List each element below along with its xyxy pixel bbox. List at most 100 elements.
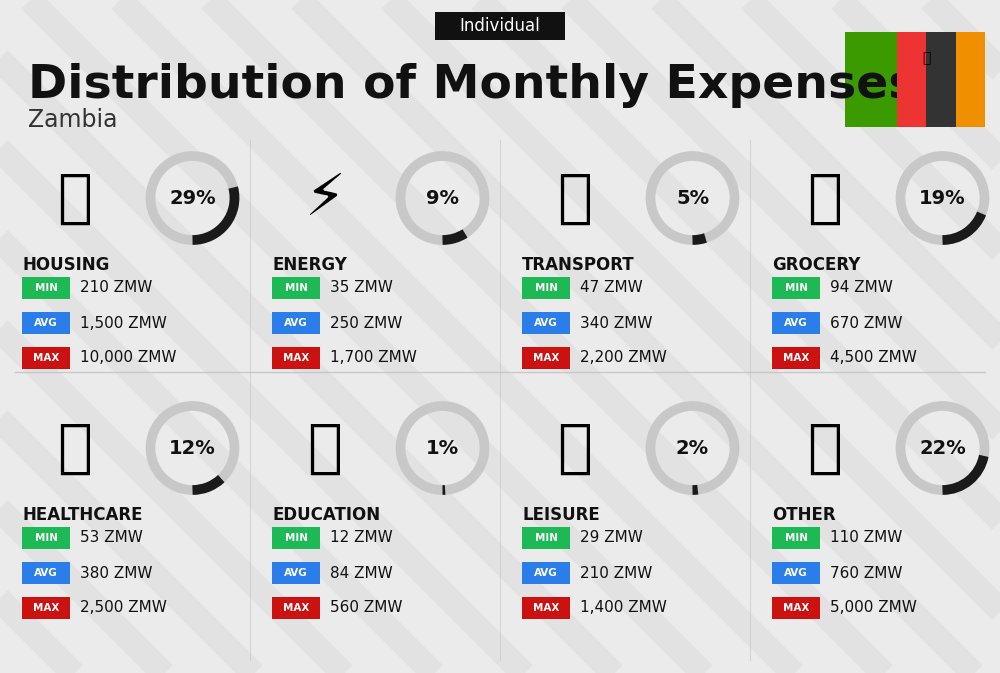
Bar xyxy=(22,527,70,549)
Text: 10,000 ZMW: 10,000 ZMW xyxy=(80,351,176,365)
Text: MIN: MIN xyxy=(784,533,808,543)
Text: MAX: MAX xyxy=(283,353,309,363)
Text: AVG: AVG xyxy=(284,568,308,578)
Text: 1,500 ZMW: 1,500 ZMW xyxy=(80,316,167,330)
Text: MIN: MIN xyxy=(34,533,58,543)
Bar xyxy=(522,312,570,334)
Text: AVG: AVG xyxy=(784,318,808,328)
Bar xyxy=(435,12,565,40)
Bar xyxy=(272,562,320,584)
Text: 210 ZMW: 210 ZMW xyxy=(80,281,152,295)
Text: MAX: MAX xyxy=(533,603,559,613)
Bar xyxy=(522,527,570,549)
Bar xyxy=(897,32,926,127)
Text: 5,000 ZMW: 5,000 ZMW xyxy=(830,600,917,616)
Text: 380 ZMW: 380 ZMW xyxy=(80,565,152,581)
Text: EDUCATION: EDUCATION xyxy=(272,506,380,524)
Text: LEISURE: LEISURE xyxy=(522,506,600,524)
Text: OTHER: OTHER xyxy=(772,506,836,524)
Text: Distribution of Monthly Expenses: Distribution of Monthly Expenses xyxy=(28,63,916,108)
Bar xyxy=(772,347,820,369)
Bar xyxy=(772,527,820,549)
Text: 1,400 ZMW: 1,400 ZMW xyxy=(580,600,667,616)
Text: MIN: MIN xyxy=(285,533,308,543)
Bar xyxy=(956,32,985,127)
Text: MAX: MAX xyxy=(33,353,59,363)
Text: MIN: MIN xyxy=(34,283,58,293)
Text: AVG: AVG xyxy=(284,318,308,328)
Text: 🛒: 🛒 xyxy=(808,170,842,227)
Text: 1,700 ZMW: 1,700 ZMW xyxy=(330,351,417,365)
Text: 670 ZMW: 670 ZMW xyxy=(830,316,902,330)
Text: MAX: MAX xyxy=(783,603,809,613)
Bar xyxy=(22,347,70,369)
Text: 4,500 ZMW: 4,500 ZMW xyxy=(830,351,917,365)
Text: 29%: 29% xyxy=(169,188,216,207)
Bar xyxy=(272,527,320,549)
Text: 👛: 👛 xyxy=(808,419,842,476)
Bar xyxy=(272,597,320,619)
Text: MAX: MAX xyxy=(33,603,59,613)
Text: 340 ZMW: 340 ZMW xyxy=(580,316,652,330)
Bar xyxy=(272,312,320,334)
Text: MIN: MIN xyxy=(534,283,558,293)
Text: AVG: AVG xyxy=(784,568,808,578)
Text: MAX: MAX xyxy=(283,603,309,613)
Text: AVG: AVG xyxy=(534,568,558,578)
Text: 12 ZMW: 12 ZMW xyxy=(330,530,393,546)
Bar xyxy=(926,32,956,127)
Text: 210 ZMW: 210 ZMW xyxy=(580,565,652,581)
Bar xyxy=(522,597,570,619)
Text: 29 ZMW: 29 ZMW xyxy=(580,530,643,546)
Text: 2%: 2% xyxy=(676,439,709,458)
Text: 🚌: 🚌 xyxy=(558,170,592,227)
Bar xyxy=(22,597,70,619)
Text: HEALTHCARE: HEALTHCARE xyxy=(22,506,143,524)
Text: 22%: 22% xyxy=(919,439,966,458)
Text: 9%: 9% xyxy=(426,188,459,207)
Text: 47 ZMW: 47 ZMW xyxy=(580,281,643,295)
Text: HOUSING: HOUSING xyxy=(22,256,109,274)
Text: 1%: 1% xyxy=(426,439,459,458)
Bar xyxy=(272,347,320,369)
Text: ENERGY: ENERGY xyxy=(272,256,347,274)
Bar xyxy=(772,312,820,334)
Text: 5%: 5% xyxy=(676,188,709,207)
Text: 560 ZMW: 560 ZMW xyxy=(330,600,402,616)
Text: MIN: MIN xyxy=(784,283,808,293)
Bar xyxy=(22,277,70,299)
Text: 35 ZMW: 35 ZMW xyxy=(330,281,393,295)
Text: Zambia: Zambia xyxy=(28,108,118,132)
Text: MIN: MIN xyxy=(534,533,558,543)
Text: 2,200 ZMW: 2,200 ZMW xyxy=(580,351,667,365)
Text: 🛍️: 🛍️ xyxy=(558,419,592,476)
Text: MIN: MIN xyxy=(285,283,308,293)
Text: 760 ZMW: 760 ZMW xyxy=(830,565,902,581)
Bar xyxy=(22,312,70,334)
Text: Individual: Individual xyxy=(460,17,540,35)
Bar xyxy=(522,347,570,369)
Text: 🏢: 🏢 xyxy=(58,170,92,227)
Text: GROCERY: GROCERY xyxy=(772,256,860,274)
Text: AVG: AVG xyxy=(34,318,58,328)
Bar xyxy=(772,562,820,584)
Text: 84 ZMW: 84 ZMW xyxy=(330,565,393,581)
Text: MAX: MAX xyxy=(533,353,559,363)
Bar xyxy=(522,277,570,299)
Text: AVG: AVG xyxy=(34,568,58,578)
Bar xyxy=(22,562,70,584)
Text: 12%: 12% xyxy=(169,439,216,458)
Bar xyxy=(272,277,320,299)
Bar xyxy=(772,277,820,299)
Text: TRANSPORT: TRANSPORT xyxy=(522,256,635,274)
Text: 110 ZMW: 110 ZMW xyxy=(830,530,902,546)
Text: 94 ZMW: 94 ZMW xyxy=(830,281,893,295)
Text: 🏥: 🏥 xyxy=(58,419,92,476)
Text: ⚡: ⚡ xyxy=(304,170,346,227)
Bar xyxy=(772,597,820,619)
Text: 🎓: 🎓 xyxy=(308,419,342,476)
Text: MAX: MAX xyxy=(783,353,809,363)
Bar xyxy=(522,562,570,584)
Text: 53 ZMW: 53 ZMW xyxy=(80,530,143,546)
Text: 🦅: 🦅 xyxy=(922,52,930,65)
